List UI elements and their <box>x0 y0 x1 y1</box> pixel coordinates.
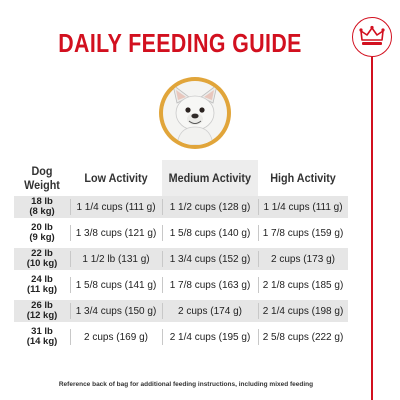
cell-high-activity: 1 7/8 cups (159 g) <box>262 227 344 239</box>
table-header: Dog Weight Low Activity Medium Activity … <box>14 160 348 196</box>
column-divider <box>258 303 259 319</box>
table-row: 18 lb (8 kg) 1 1/4 cups (111 g) 1 1/2 cups … <box>14 196 348 218</box>
french-bulldog-photo <box>159 77 231 149</box>
feeding-table: Dog Weight Low Activity Medium Activity … <box>14 160 348 348</box>
page-title: DAILY FEEDING GUIDE <box>58 28 302 58</box>
cell-medium-activity: 1 3/4 cups (152 g) <box>169 253 251 265</box>
column-divider <box>162 199 163 215</box>
column-divider <box>162 277 163 293</box>
weight-lb: 26 lb <box>31 300 53 311</box>
cell-high-activity: 2 1/8 cups (185 g) <box>262 279 344 291</box>
cell-medium-activity: 2 cups (174 g) <box>178 305 242 317</box>
column-divider <box>258 329 259 345</box>
header-low-activity: Low Activity <box>84 171 148 185</box>
cell-low-activity: 1 3/4 cups (150 g) <box>75 305 157 317</box>
cell-weight: 22 lb (10 kg) <box>14 248 70 270</box>
header-dog-weight: Dog Weight <box>24 164 60 192</box>
column-divider <box>258 277 259 293</box>
table-row: 26 lb (12 kg) 1 3/4 cups (150 g) 2 cups (17… <box>14 300 348 322</box>
cell-medium-activity: 1 1/2 cups (128 g) <box>169 201 251 213</box>
cell-medium-activity: 1 7/8 cups (163 g) <box>169 279 251 291</box>
column-divider <box>70 277 71 293</box>
column-divider <box>258 225 259 241</box>
weight-lb: 18 lb <box>31 196 53 207</box>
weight-kg: (10 kg) <box>26 258 58 269</box>
column-divider <box>70 199 71 215</box>
cell-low-activity: 1 1/4 cups (111 g) <box>76 201 156 213</box>
cell-medium-activity: 1 5/8 cups (140 g) <box>169 227 251 239</box>
column-divider <box>162 303 163 319</box>
crown-icon <box>359 25 385 45</box>
cell-weight: 31 lb (14 kg) <box>14 326 70 348</box>
cell-weight: 24 lb (11 kg) <box>14 274 70 296</box>
cell-low-activity: 1 5/8 cups (141 g) <box>75 279 157 291</box>
footnote: Reference back of bag for additional fee… <box>58 381 314 388</box>
cell-high-activity: 1 1/4 cups (111 g) <box>263 201 343 213</box>
column-divider <box>70 329 71 345</box>
column-divider <box>162 251 163 267</box>
weight-kg: (11 kg) <box>26 284 58 295</box>
column-divider <box>162 329 163 345</box>
column-divider <box>70 303 71 319</box>
cell-high-activity: 2 5/8 cups (222 g) <box>262 331 344 343</box>
cell-high-activity: 2 1/4 cups (198 g) <box>262 305 344 317</box>
weight-kg: (12 kg) <box>26 310 58 321</box>
cell-medium-activity: 2 1/4 cups (195 g) <box>169 331 251 343</box>
table-row: 24 lb (11 kg) 1 5/8 cups (141 g) 1 7/8 cups… <box>14 274 348 296</box>
weight-kg: (14 kg) <box>26 336 58 347</box>
cell-high-activity: 2 cups (173 g) <box>271 253 335 265</box>
weight-kg: (9 kg) <box>29 232 55 243</box>
weight-lb: 24 lb <box>31 274 53 285</box>
cell-low-activity: 2 cups (169 g) <box>84 331 148 343</box>
brand-badge <box>352 17 392 57</box>
column-divider <box>70 251 71 267</box>
weight-lb: 20 lb <box>31 222 53 233</box>
weight-lb: 31 lb <box>31 326 53 337</box>
cell-low-activity: 1 1/2 lb (131 g) <box>82 253 150 265</box>
column-divider <box>258 251 259 267</box>
column-divider <box>70 225 71 241</box>
weight-kg: (8 kg) <box>29 206 55 217</box>
column-divider <box>162 225 163 241</box>
cell-weight: 20 lb (9 kg) <box>14 222 70 244</box>
header-high-activity: High Activity <box>270 171 336 185</box>
header-medium-activity: Medium Activity <box>162 160 258 196</box>
cell-weight: 26 lb (12 kg) <box>14 300 70 322</box>
weight-lb: 22 lb <box>31 248 53 259</box>
table-row: 22 lb (10 kg) 1 1/2 lb (131 g) 1 3/4 cups (… <box>14 248 348 270</box>
table-row: 20 lb (9 kg) 1 3/8 cups (121 g) 1 5/8 cups … <box>14 222 348 244</box>
table-row: 31 lb (14 kg) 2 cups (169 g) 2 1/4 cups (19… <box>14 326 348 348</box>
cell-weight: 18 lb (8 kg) <box>14 196 70 218</box>
column-divider <box>258 199 259 215</box>
brand-divider-line <box>371 57 373 400</box>
cell-low-activity: 1 3/8 cups (121 g) <box>75 227 157 239</box>
